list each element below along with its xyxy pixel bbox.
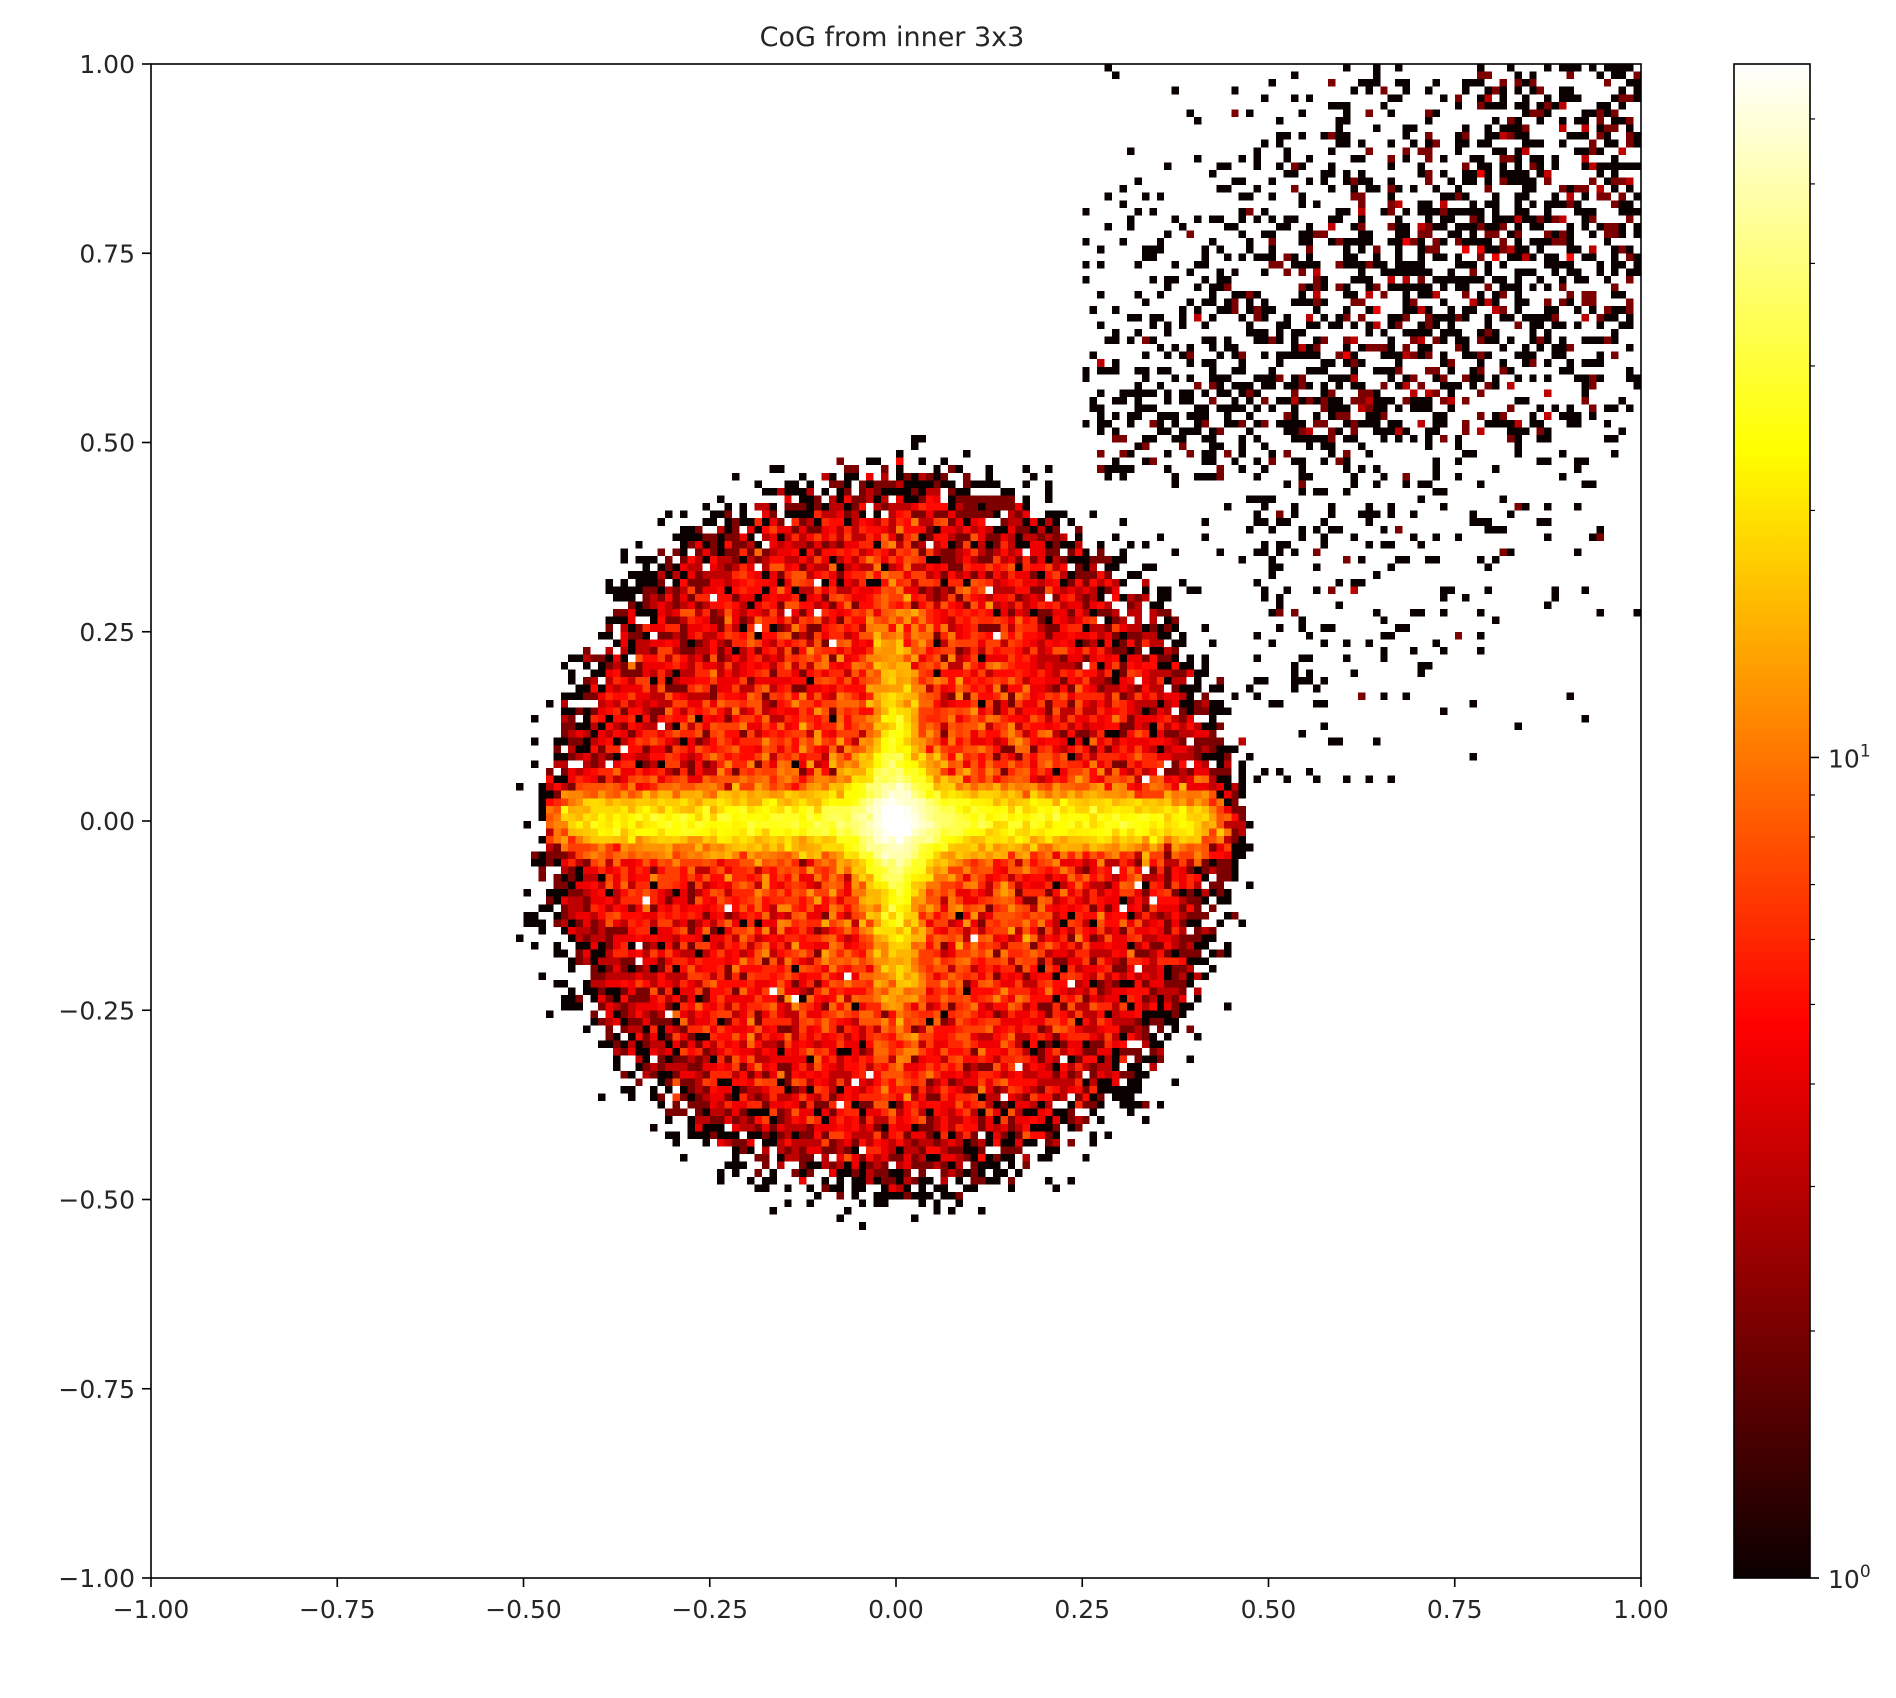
y-tick-label: −0.50: [58, 1186, 135, 1215]
y-tick-label: −0.25: [58, 996, 135, 1025]
y-tick-label: 0.75: [79, 239, 135, 268]
y-axis: 1.00 0.75 0.50 0.25 0.00 −0.25 −0.50 −0.75 −1.00: [58, 50, 151, 1593]
x-tick-label: 0.25: [1054, 1595, 1110, 1624]
y-tick-label: 0.25: [79, 618, 135, 647]
y-tick-label: 0.00: [79, 807, 135, 836]
x-tick-label: −0.50: [485, 1595, 562, 1624]
heatmap-image: [151, 64, 1641, 1578]
x-tick-label: 0.00: [868, 1595, 924, 1624]
x-tick-label: 1.00: [1613, 1595, 1669, 1624]
colorbar-ticks: 101 100: [1810, 118, 1871, 1594]
colorbar-gradient: [1734, 64, 1810, 1578]
colorbar: 101 100: [1733, 63, 1871, 1594]
x-tick-label: −0.25: [671, 1595, 748, 1624]
x-tick-label: −0.75: [299, 1595, 376, 1624]
x-axis: −1.00 −0.75 −0.50 −0.25 0.00 0.25 0.50 0.75 1.00: [113, 1578, 1669, 1624]
y-tick-label: −1.00: [58, 1564, 135, 1593]
colorbar-tick-label: 101: [1828, 741, 1871, 773]
plot-area: [150, 63, 1642, 1579]
x-tick-label: 0.75: [1427, 1595, 1483, 1624]
colorbar-tick-label: 100: [1828, 1562, 1871, 1594]
y-tick-label: 1.00: [79, 50, 135, 79]
y-tick-label: 0.50: [79, 429, 135, 458]
x-tick-label: −1.00: [113, 1595, 190, 1624]
x-tick-label: 0.50: [1241, 1595, 1297, 1624]
colorbar-frame: [1733, 63, 1811, 1579]
chart-title: CoG from inner 3x3: [760, 22, 1025, 53]
y-tick-label: −0.75: [58, 1375, 135, 1404]
